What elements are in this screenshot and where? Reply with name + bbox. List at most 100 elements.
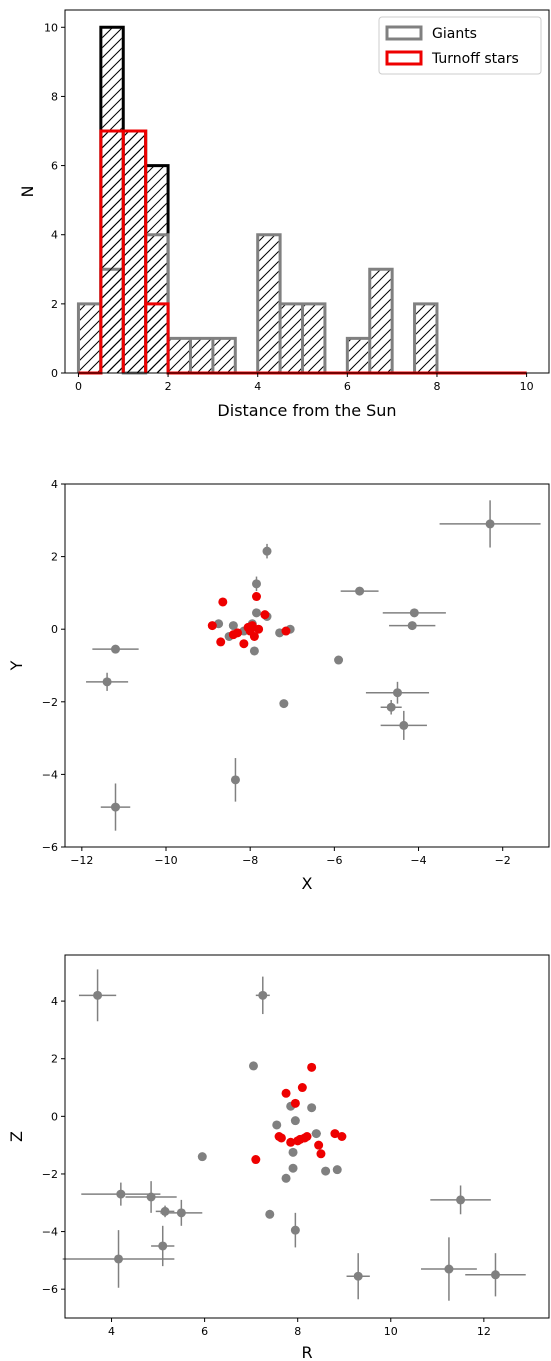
turnoff-stars-points xyxy=(207,592,291,649)
bar-hatch xyxy=(304,303,324,373)
giant-star-point xyxy=(465,1253,526,1297)
giant-star-point xyxy=(382,608,446,618)
histogram-series-turnoff-stars xyxy=(78,129,527,375)
giant-star-point xyxy=(251,576,261,592)
y-tick-label: 2 xyxy=(51,298,58,311)
giant-star-point xyxy=(228,621,238,631)
point-marker xyxy=(490,1270,500,1280)
xy-x-axis-title: X xyxy=(302,874,313,893)
x-tick-label: 4 xyxy=(254,380,261,393)
turnoff-star-point xyxy=(254,624,264,634)
point-marker xyxy=(281,626,291,636)
x-tick-label: −12 xyxy=(70,854,93,867)
rz-axes-frame xyxy=(64,954,550,1319)
xy-ticks: −12 −10 −8 −6 −4 −2 −6 −4 −2 0 2 4 xyxy=(42,478,511,867)
giant-star-point xyxy=(380,699,402,715)
y-tick-label: −4 xyxy=(42,768,58,781)
point-marker xyxy=(93,990,103,1000)
legend-label-turnoff-stars: Turnoff stars xyxy=(431,51,519,67)
giant-stars-points xyxy=(86,500,541,831)
point-marker xyxy=(276,1133,286,1143)
giant-star-point xyxy=(92,644,139,654)
point-marker xyxy=(251,579,261,589)
giant-star-point xyxy=(272,1120,282,1130)
turnoff-star-point xyxy=(216,637,226,647)
turnoff-star-point xyxy=(307,1062,317,1072)
turnoff-star-point xyxy=(314,1140,324,1150)
rz-scatter-panel: 4 6 8 10 12 −6 −4 −2 0 2 4 R Z xyxy=(7,954,550,1361)
turnoff-star-point xyxy=(251,592,261,602)
x-tick-label: −10 xyxy=(154,854,177,867)
histogram-legend: Giants Turnoff stars xyxy=(378,16,542,75)
giant-star-point xyxy=(197,1152,207,1162)
rz-x-axis-title: R xyxy=(301,1343,312,1361)
point-marker xyxy=(409,608,419,618)
point-marker xyxy=(216,637,226,647)
x-tick-label: −6 xyxy=(326,854,342,867)
point-marker xyxy=(111,802,121,812)
legend-label-giants: Giants xyxy=(432,26,477,42)
turnoff-star-point xyxy=(300,1133,310,1143)
turnoff-star-point xyxy=(218,597,228,607)
turnoff-star-point xyxy=(330,1129,340,1139)
x-tick-label: 2 xyxy=(165,380,172,393)
x-tick-label: −8 xyxy=(242,854,258,867)
xy-scatter-panel: −12 −10 −8 −6 −4 −2 −6 −4 −2 0 2 4 X Y xyxy=(7,478,550,893)
x-tick-label: 12 xyxy=(477,1325,491,1338)
giant-star-point xyxy=(311,1129,321,1139)
bar-hatch xyxy=(79,303,100,373)
point-marker xyxy=(228,621,238,631)
point-marker xyxy=(290,1116,300,1126)
bar-hatch xyxy=(124,131,145,373)
y-tick-label: 8 xyxy=(51,90,58,103)
point-marker xyxy=(251,608,261,618)
y-tick-label: 0 xyxy=(51,623,58,636)
rz-ticks: 4 6 8 10 12 −6 −4 −2 0 2 4 xyxy=(42,995,491,1338)
giant-star-point xyxy=(160,1199,203,1226)
giant-star-point xyxy=(332,1165,342,1175)
giant-star-point xyxy=(230,758,240,802)
point-marker xyxy=(330,1129,340,1139)
giant-stars-points xyxy=(62,969,526,1301)
turnoff-star-point xyxy=(286,1137,296,1147)
bar-hatch xyxy=(214,338,234,373)
point-marker xyxy=(444,1264,454,1274)
x-tick-label: 0 xyxy=(75,380,82,393)
point-marker xyxy=(316,1149,326,1159)
turnoff-star-point xyxy=(337,1132,347,1141)
point-marker xyxy=(293,1136,303,1146)
point-marker xyxy=(265,1209,275,1219)
point-marker xyxy=(146,1192,156,1202)
bar-hatch xyxy=(281,303,302,373)
x-tick-label: 6 xyxy=(201,1325,208,1338)
point-marker xyxy=(158,1241,168,1251)
giant-star-point xyxy=(439,500,541,548)
giant-star-point xyxy=(288,1163,298,1173)
giant-star-point xyxy=(81,1182,161,1206)
histogram-ticks: 0 2 4 6 8 10 0 2 4 6 8 10 xyxy=(44,21,534,393)
point-marker xyxy=(297,1083,307,1093)
point-marker xyxy=(392,688,402,698)
y-tick-label: −2 xyxy=(42,696,58,709)
point-marker xyxy=(258,990,268,1000)
y-tick-label: 4 xyxy=(51,229,58,242)
y-tick-label: 4 xyxy=(51,478,58,491)
point-marker xyxy=(262,546,272,556)
point-marker xyxy=(207,621,217,631)
point-marker xyxy=(281,1173,291,1183)
point-marker xyxy=(281,1088,291,1098)
bar-hatch xyxy=(259,234,279,373)
bar-hatch xyxy=(191,338,212,373)
giant-star-point xyxy=(321,1166,331,1176)
giant-star-point xyxy=(86,672,129,691)
giant-star-point xyxy=(290,1116,300,1126)
turnoff-star-point xyxy=(281,1088,291,1098)
y-tick-label: 10 xyxy=(44,21,58,34)
point-marker xyxy=(260,610,270,620)
point-marker xyxy=(230,775,240,785)
x-tick-label: 8 xyxy=(433,380,440,393)
giant-star-point xyxy=(155,1205,175,1218)
turnoff-star-point xyxy=(249,631,259,641)
rz-scatter-points xyxy=(62,969,526,1301)
histogram-bars xyxy=(76,25,527,375)
